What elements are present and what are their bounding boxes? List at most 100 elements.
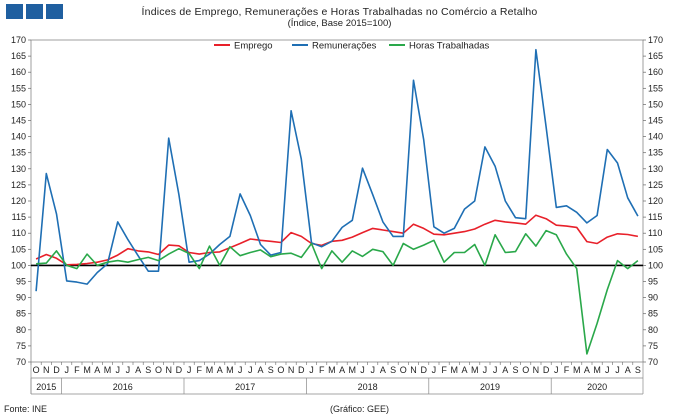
y-tick-label-right: 105: [648, 244, 663, 254]
y-tick-label-left: 75: [16, 341, 26, 351]
year-label: 2019: [480, 382, 500, 392]
y-tick-label-right: 150: [648, 99, 663, 109]
x-tick-label: J: [309, 365, 314, 375]
x-tick-label: O: [155, 365, 162, 375]
x-tick-label: D: [543, 365, 550, 375]
plot-frame: [30, 39, 644, 363]
x-tick-label: D: [420, 365, 427, 375]
x-tick-label: J: [605, 365, 610, 375]
y-tick-label-right: 75: [648, 341, 658, 351]
legend-label: Emprego: [234, 41, 273, 52]
x-tick-label: J: [126, 365, 131, 375]
x-tick-label: N: [165, 365, 172, 375]
x-tick-label: J: [115, 365, 120, 375]
y-tick-label-left: 150: [11, 99, 26, 109]
y-tick-label-left: 70: [16, 357, 26, 367]
x-tick-label: J: [64, 365, 69, 375]
year-label: 2016: [113, 382, 133, 392]
x-tick-label: N: [43, 365, 50, 375]
x-tick-label: A: [339, 365, 345, 375]
x-tick-label: S: [145, 365, 151, 375]
x-tick-label: M: [328, 365, 336, 375]
y-tick-label-left: 80: [16, 325, 26, 335]
y-tick-label-left: 135: [11, 148, 26, 158]
x-tick-label: J: [432, 365, 437, 375]
x-tick-label: N: [533, 365, 540, 375]
x-tick-label: D: [298, 365, 305, 375]
legend-label: Remunerações: [312, 41, 377, 52]
x-tick-label: M: [349, 365, 357, 375]
x-tick-label: S: [635, 365, 641, 375]
x-tick-label: A: [461, 365, 467, 375]
y-tick-label-right: 100: [648, 260, 663, 270]
x-tick-label: A: [217, 365, 223, 375]
x-tick-label: N: [288, 365, 295, 375]
y-tick-label-left: 125: [11, 180, 26, 190]
x-tick-label: S: [390, 365, 396, 375]
y-tick-label-right: 80: [648, 325, 658, 335]
x-tick-label: A: [257, 365, 263, 375]
x-tick-label: A: [625, 365, 631, 375]
y-tick-label-right: 115: [648, 212, 662, 222]
x-tick-label: M: [451, 365, 459, 375]
y-tick-label-right: 145: [648, 116, 663, 126]
x-tick-label: F: [441, 365, 447, 375]
y-tick-label-right: 160: [648, 67, 663, 77]
y-tick-label-left: 100: [11, 260, 26, 270]
y-tick-label-left: 110: [12, 228, 26, 238]
y-tick-label-right: 70: [648, 357, 658, 367]
y-tick-label-left: 95: [16, 277, 26, 287]
y-tick-label-left: 90: [16, 293, 26, 303]
x-tick-label: J: [187, 365, 192, 375]
x-tick-label: F: [564, 365, 570, 375]
logo-square: [46, 4, 63, 19]
x-tick-label: O: [400, 365, 407, 375]
y-tick-label-left: 115: [12, 212, 26, 222]
x-tick-label: M: [83, 365, 91, 375]
x-tick-label: J: [360, 365, 365, 375]
x-tick-label: J: [483, 365, 488, 375]
y-tick-label-left: 170: [11, 35, 26, 45]
x-tick-label: O: [277, 365, 284, 375]
y-tick-label-right: 130: [648, 164, 663, 174]
x-tick-label: J: [370, 365, 375, 375]
x-tick-label: F: [74, 365, 80, 375]
year-label: 2018: [358, 382, 378, 392]
y-tick-label-right: 120: [648, 196, 663, 206]
y-tick-label-right: 135: [648, 148, 663, 158]
x-tick-label: M: [226, 365, 234, 375]
y-tick-label-left: 140: [11, 132, 26, 142]
y-tick-label-left: 130: [11, 164, 26, 174]
y-tick-label-left: 165: [11, 51, 26, 61]
x-tick-label: A: [584, 365, 590, 375]
source-note: Fonte: INE: [4, 404, 48, 414]
x-tick-label: M: [206, 365, 214, 375]
y-tick-label-left: 145: [11, 116, 26, 126]
legend-label: Horas Trabalhadas: [409, 41, 490, 52]
series-line-remunera-es: [35, 48, 639, 292]
x-tick-label: S: [512, 365, 518, 375]
y-tick-label-right: 155: [648, 83, 663, 93]
y-tick-label-right: 85: [648, 309, 658, 319]
y-tick-label-left: 85: [16, 309, 26, 319]
x-tick-label: N: [410, 365, 417, 375]
x-tick-label: A: [135, 365, 141, 375]
x-tick-label: A: [94, 365, 100, 375]
x-tick-label: J: [238, 365, 243, 375]
chart-title: Índices de Emprego, Remunerações e Horas…: [141, 6, 538, 18]
x-tick-label: S: [268, 365, 274, 375]
x-tick-label: J: [554, 365, 559, 375]
x-tick-label: D: [176, 365, 183, 375]
y-tick-label-right: 95: [648, 277, 658, 287]
y-tick-label-left: 105: [11, 244, 26, 254]
x-tick-label: M: [573, 365, 581, 375]
logo-square: [26, 4, 43, 19]
gee-logo: [6, 4, 63, 19]
x-tick-label: F: [319, 365, 325, 375]
y-tick-label-left: 120: [11, 196, 26, 206]
x-tick-label: A: [502, 365, 508, 375]
x-tick-label: D: [53, 365, 60, 375]
x-tick-label: M: [593, 365, 601, 375]
credit-note: (Gráfico: GEE): [330, 404, 390, 414]
